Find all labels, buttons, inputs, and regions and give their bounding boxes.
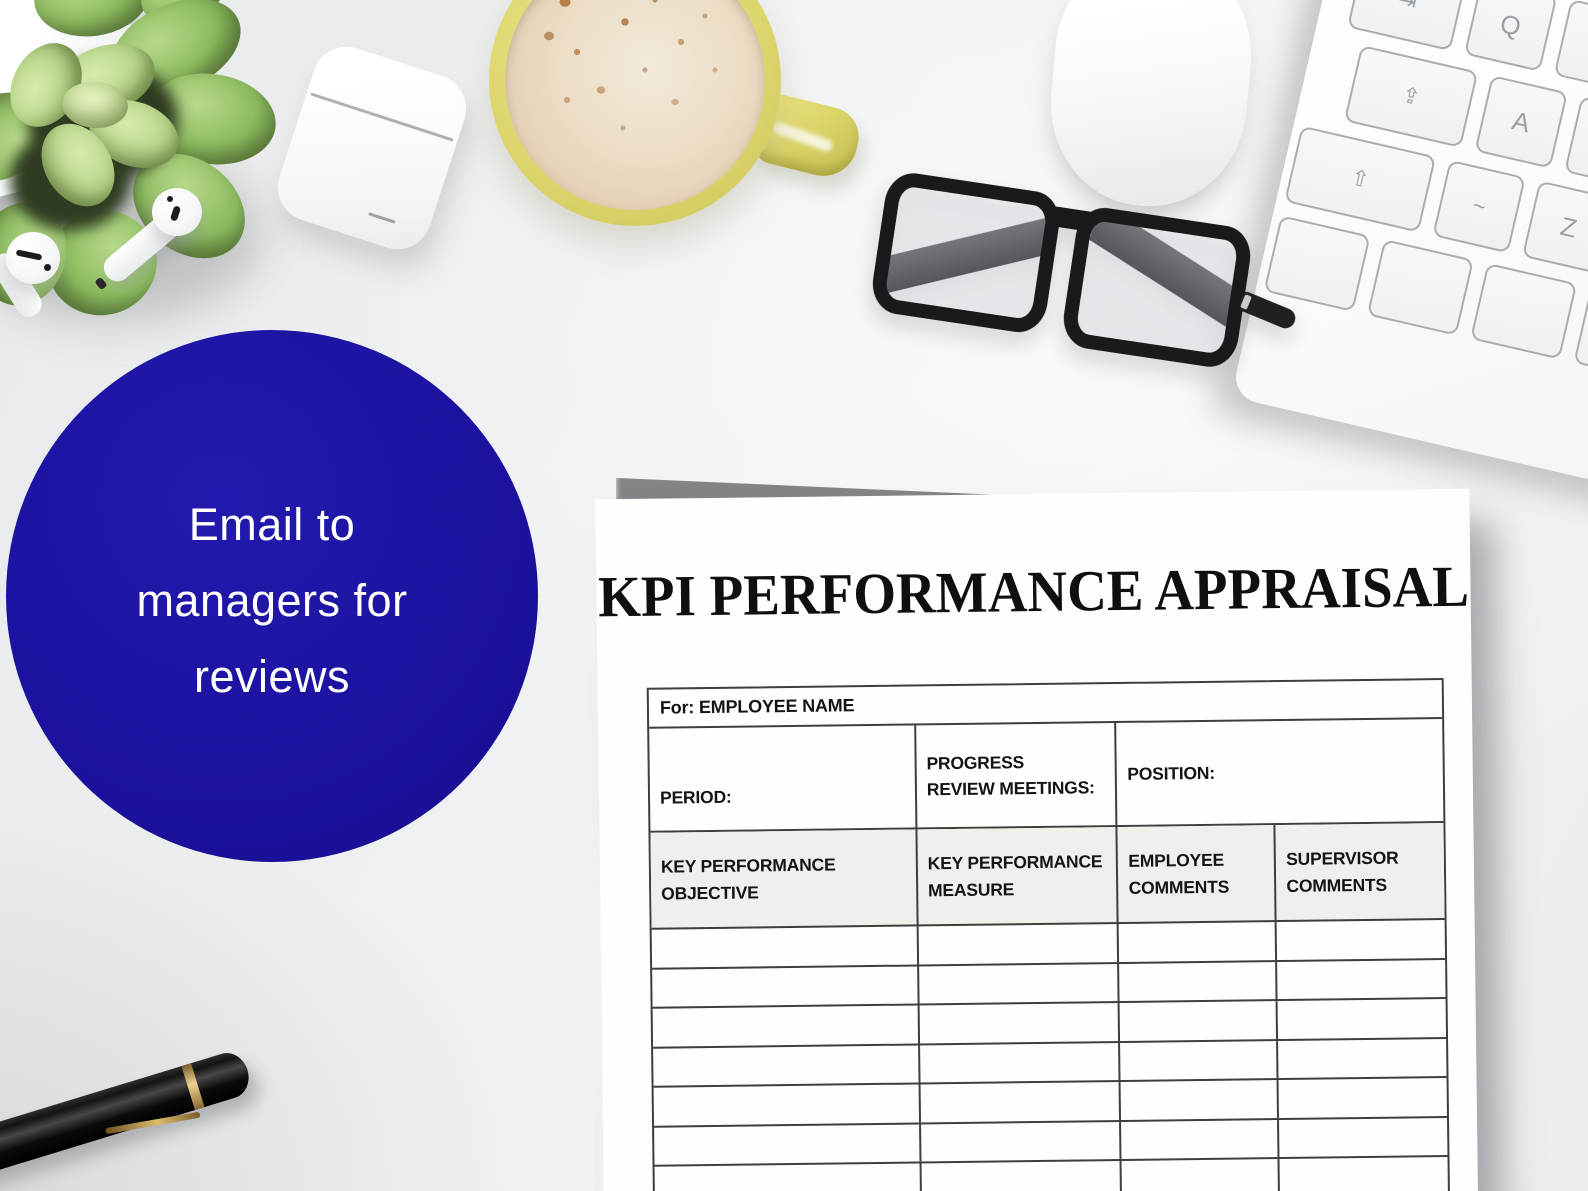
table-empty-cell [1118,1040,1277,1081]
key-label: Z [1557,210,1580,244]
fountain-pen [0,1047,255,1189]
table-empty-cell [655,1163,920,1191]
key-tilde: ~ [1432,159,1526,254]
table-empty-cell [917,1042,1120,1083]
key-s: S [1564,95,1588,190]
key-z: Z [1521,180,1588,275]
table-empty-cell [1119,1119,1278,1160]
table-empty-rows [651,920,1448,1191]
table-empty-cell [1276,1078,1447,1118]
progress-review-cell: PROGRESS REVIEW MEETINGS: [914,723,1116,828]
table-row-info: PERIOD: PROGRESS REVIEW MEETINGS: POSITI… [649,719,1444,833]
table-empty-cell [1277,1117,1448,1158]
glasses-right-lens [1059,204,1255,371]
period-label: PERIOD: [659,786,732,808]
table-empty-cell [1119,1080,1278,1120]
promo-circle: Email to managers for reviews [6,330,538,862]
magic-mouse [1042,0,1260,215]
key-label: A [1509,104,1534,138]
key-w: W [1553,0,1588,93]
appraisal-table: For: EMPLOYEE NAME PERIOD: PROGRESS REVI… [646,678,1450,1191]
airpod-sensor-dot [167,196,173,202]
key-tab: ⇥ [1347,0,1468,52]
table-empty-cell [918,1082,1120,1122]
column-header-objective: KEY PERFORMANCE OBJECTIVE [650,829,916,927]
table-empty-cell [916,963,1119,1004]
table-empty-cell [1117,961,1276,1002]
promo-text-line: managers for [136,575,408,626]
table-empty-cell [653,1005,918,1046]
key-label: Q [1497,7,1525,42]
position-cell: POSITION: [1114,719,1444,826]
pen-body [0,1047,255,1189]
table-empty-cell [916,924,1118,964]
key-a: A [1474,75,1568,169]
for-employee-name-label: For: EMPLOYEE NAME [659,695,855,718]
progress-review-label: PROGRESS REVIEW MEETINGS: [926,751,1095,800]
table-empty-cell [654,1084,919,1125]
table-empty-cell [654,1124,919,1165]
glasses-folded-temple [874,212,1064,295]
promo-text-line: Email to [188,499,356,550]
table-empty-cell [917,1003,1119,1043]
column-header-label: KEY PERFORMANCE MEASURE [927,851,1103,900]
glasses-temple-tip [1237,290,1299,332]
table-empty-cell [1275,959,1446,1000]
table-empty-cell [653,1045,918,1086]
promo-text-line: reviews [193,651,351,702]
table-header-row: KEY PERFORMANCE OBJECTIVE KEY PERFORMANC… [650,823,1445,930]
key-blank [1470,262,1578,360]
key-label: ⇧ [1348,164,1373,193]
table-empty-cell [652,926,917,967]
table-empty-cell [1277,1157,1448,1191]
column-header-employee-comments: EMPLOYEE COMMENTS [1115,825,1275,923]
column-header-measure: KEY PERFORMANCE MEASURE [915,827,1118,925]
key-capslock: ⇪ [1343,44,1479,148]
key-label: ⇥ [1395,0,1420,15]
airpods-case [269,37,475,259]
key-label: ⇪ [1399,81,1423,111]
key-blank [1366,239,1474,336]
coffee-mug [489,0,781,226]
position-label: POSITION: [1127,762,1216,784]
column-header-supervisor-comments: SUPERVISOR COMMENTS [1273,823,1445,921]
airpod-sensor-dot [44,264,51,271]
glasses-left-lens [868,169,1064,336]
column-header-label: SUPERVISOR COMMENTS [1285,847,1399,896]
column-header-label: EMPLOYEE COMMENTS [1128,849,1230,898]
table-empty-cell [919,1161,1121,1191]
key-q: Q [1463,0,1558,72]
paper-document: KPI PERFORMANCE APPRAISAL For: EMPLOYEE … [595,488,1479,1191]
table-empty-cell [918,1121,1120,1162]
table-empty-cell [1274,920,1446,960]
case-lid-seam [310,92,454,142]
table-empty-cell [1275,999,1446,1039]
document-title: KPI PERFORMANCE APPRAISAL [597,553,1470,630]
period-cell: PERIOD: [649,725,915,830]
case-hinge-mark [368,212,396,224]
table-empty-cell [1118,1001,1277,1041]
column-header-label: KEY PERFORMANCE OBJECTIVE [660,854,836,904]
table-empty-cell [1117,922,1276,962]
key-blank [1573,286,1588,384]
table-empty-cell [652,966,917,1007]
key-shift: ⇧ [1284,125,1437,233]
glasses [861,169,1313,409]
table-empty-cell [1276,1038,1447,1079]
key-label: ~ [1470,192,1489,220]
table-empty-cell [1119,1159,1279,1191]
glasses-folded-temple [1072,204,1255,342]
coffee-foam [505,0,765,210]
